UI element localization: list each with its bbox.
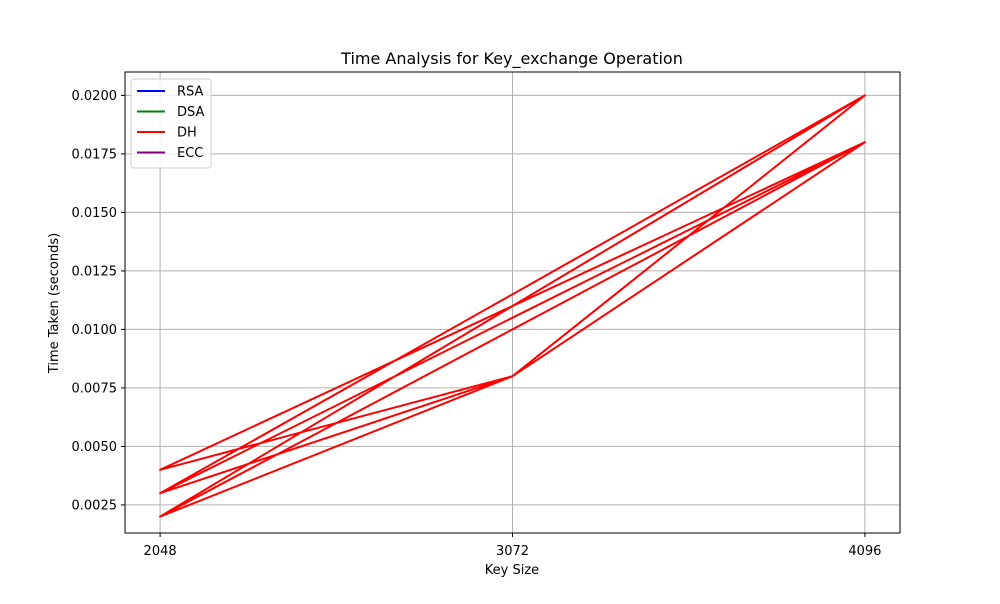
legend-box [130,78,212,169]
y-axis-ticks: 0.0025 0.0050 0.0075 0.0100 0.0125 0.0150 0.01… [72,89,125,513]
chart-title: Time Analysis for Key_exchange Operation [340,49,683,69]
x-axis-ticks: 2048 3072 4096 [144,533,881,559]
y-axis-label: Time Taken (seconds) [47,233,62,374]
y-tick-label: 0.0025 [72,498,118,513]
legend-label-dh: DH [177,126,197,141]
y-tick-label: 0.0175 [72,147,118,162]
legend-label-ecc: ECC [177,146,203,161]
series-layer [159,94,866,518]
legend: RSA DSA DH ECC [130,78,212,169]
x-tick-label: 3072 [496,544,529,559]
y-tick-label: 0.0050 [72,440,118,455]
legend-label-rsa: RSA [177,85,204,100]
y-tick-label: 0.0075 [72,381,118,396]
y-tick-label: 0.0150 [72,206,118,221]
y-tick-label: 0.0100 [72,323,118,338]
grid [125,72,900,533]
y-tick-label: 0.0200 [72,89,118,104]
x-tick-label: 2048 [144,544,177,559]
series-line-dh [159,94,866,518]
x-tick-label: 4096 [848,544,881,559]
legend-label-dsa: DSA [177,105,205,120]
x-axis-label: Key Size [485,563,539,578]
y-tick-label: 0.0125 [72,264,118,279]
